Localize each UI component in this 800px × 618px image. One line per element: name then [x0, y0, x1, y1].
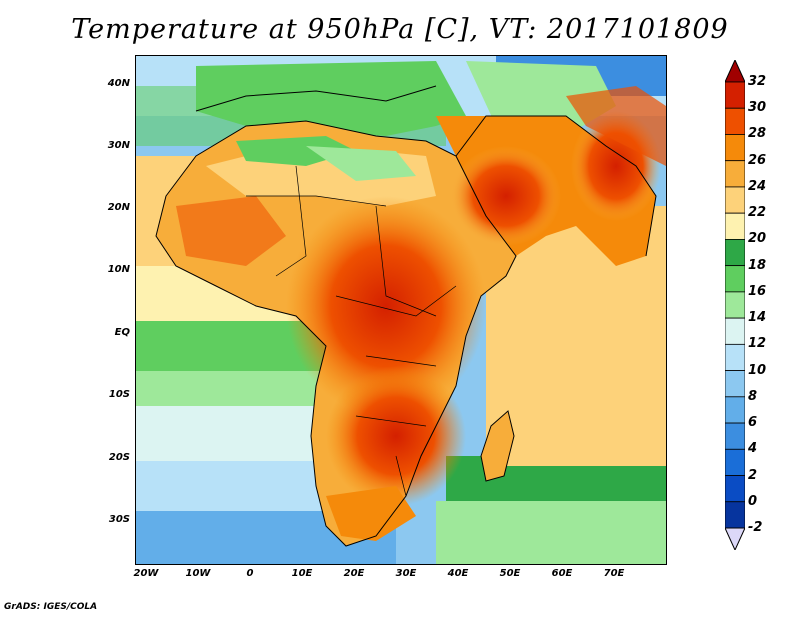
colorbar-label: 10 [748, 362, 767, 378]
colorbar-swatch [725, 81, 745, 109]
colorbar-label: 22 [748, 205, 767, 221]
colorbar-label: 30 [748, 100, 767, 116]
lat-label: 20N [107, 202, 130, 213]
colorbar-swatch [725, 291, 745, 319]
lon-label: 0 [246, 568, 254, 579]
colorbar-label: 18 [748, 257, 767, 273]
colorbar-swatch [725, 186, 745, 214]
map-panel [135, 55, 667, 565]
lat-label: 20S [108, 452, 130, 463]
colorbar-label: 0 [748, 493, 758, 509]
colorbar-swatch [725, 317, 745, 345]
colorbar-label: 6 [748, 415, 758, 431]
colorbar-label: 16 [748, 283, 767, 299]
lat-label: 30S [108, 514, 130, 525]
colorbar-label: 24 [748, 178, 767, 194]
colorbar-label: 32 [748, 74, 767, 89]
colorbar-label: 4 [748, 441, 758, 457]
colorbar-swatch [725, 422, 745, 450]
colorbar-swatch [725, 343, 745, 371]
lon-label: 40E [447, 568, 469, 579]
colorbar-swatch [725, 265, 745, 293]
lon-label: 10E [291, 568, 313, 579]
colorbar-bottom-arrow [725, 527, 745, 550]
colorbar-swatch [725, 212, 745, 240]
lat-label: 10S [108, 389, 130, 400]
lat-label: 30N [107, 140, 130, 151]
credit-text: GrADS: IGES/COLA [4, 602, 98, 612]
colorbar-swatch [725, 475, 745, 503]
colorbar-swatch [725, 134, 745, 162]
colorbar-label: 14 [748, 310, 767, 326]
map-title: Temperature at 950hPa [C], VT: 201710180… [71, 14, 729, 45]
lon-label: 50E [499, 568, 521, 579]
temperature-field [136, 56, 666, 564]
lon-label: 70E [603, 568, 625, 579]
colorbar-swatch [725, 501, 745, 529]
colorbar-swatch [725, 160, 745, 188]
colorbar-label: -2 [748, 520, 763, 535]
lon-label: 10W [185, 568, 211, 579]
colorbar-swatch [725, 370, 745, 398]
lon-label: 20W [133, 568, 159, 579]
colorbar-label: 20 [748, 231, 767, 247]
colorbar-swatch [725, 107, 745, 135]
colorbar-swatch [725, 239, 745, 267]
lat-label: EQ [114, 327, 130, 338]
colorbar-swatch [725, 448, 745, 476]
colorbar-top-arrow [725, 60, 745, 83]
colorbar-label: 26 [748, 152, 767, 168]
lon-label: 60E [551, 568, 573, 579]
colorbar-swatch [725, 396, 745, 424]
lon-label: 20E [343, 568, 365, 579]
colorbar-label: 28 [748, 126, 767, 142]
colorbar-label: 2 [748, 467, 758, 483]
colorbar [725, 60, 745, 550]
lon-label: 30E [395, 568, 417, 579]
colorbar-label: 12 [748, 336, 767, 352]
lat-label: 40N [107, 78, 130, 89]
colorbar-label: 8 [748, 388, 758, 404]
lat-label: 10N [107, 264, 130, 275]
